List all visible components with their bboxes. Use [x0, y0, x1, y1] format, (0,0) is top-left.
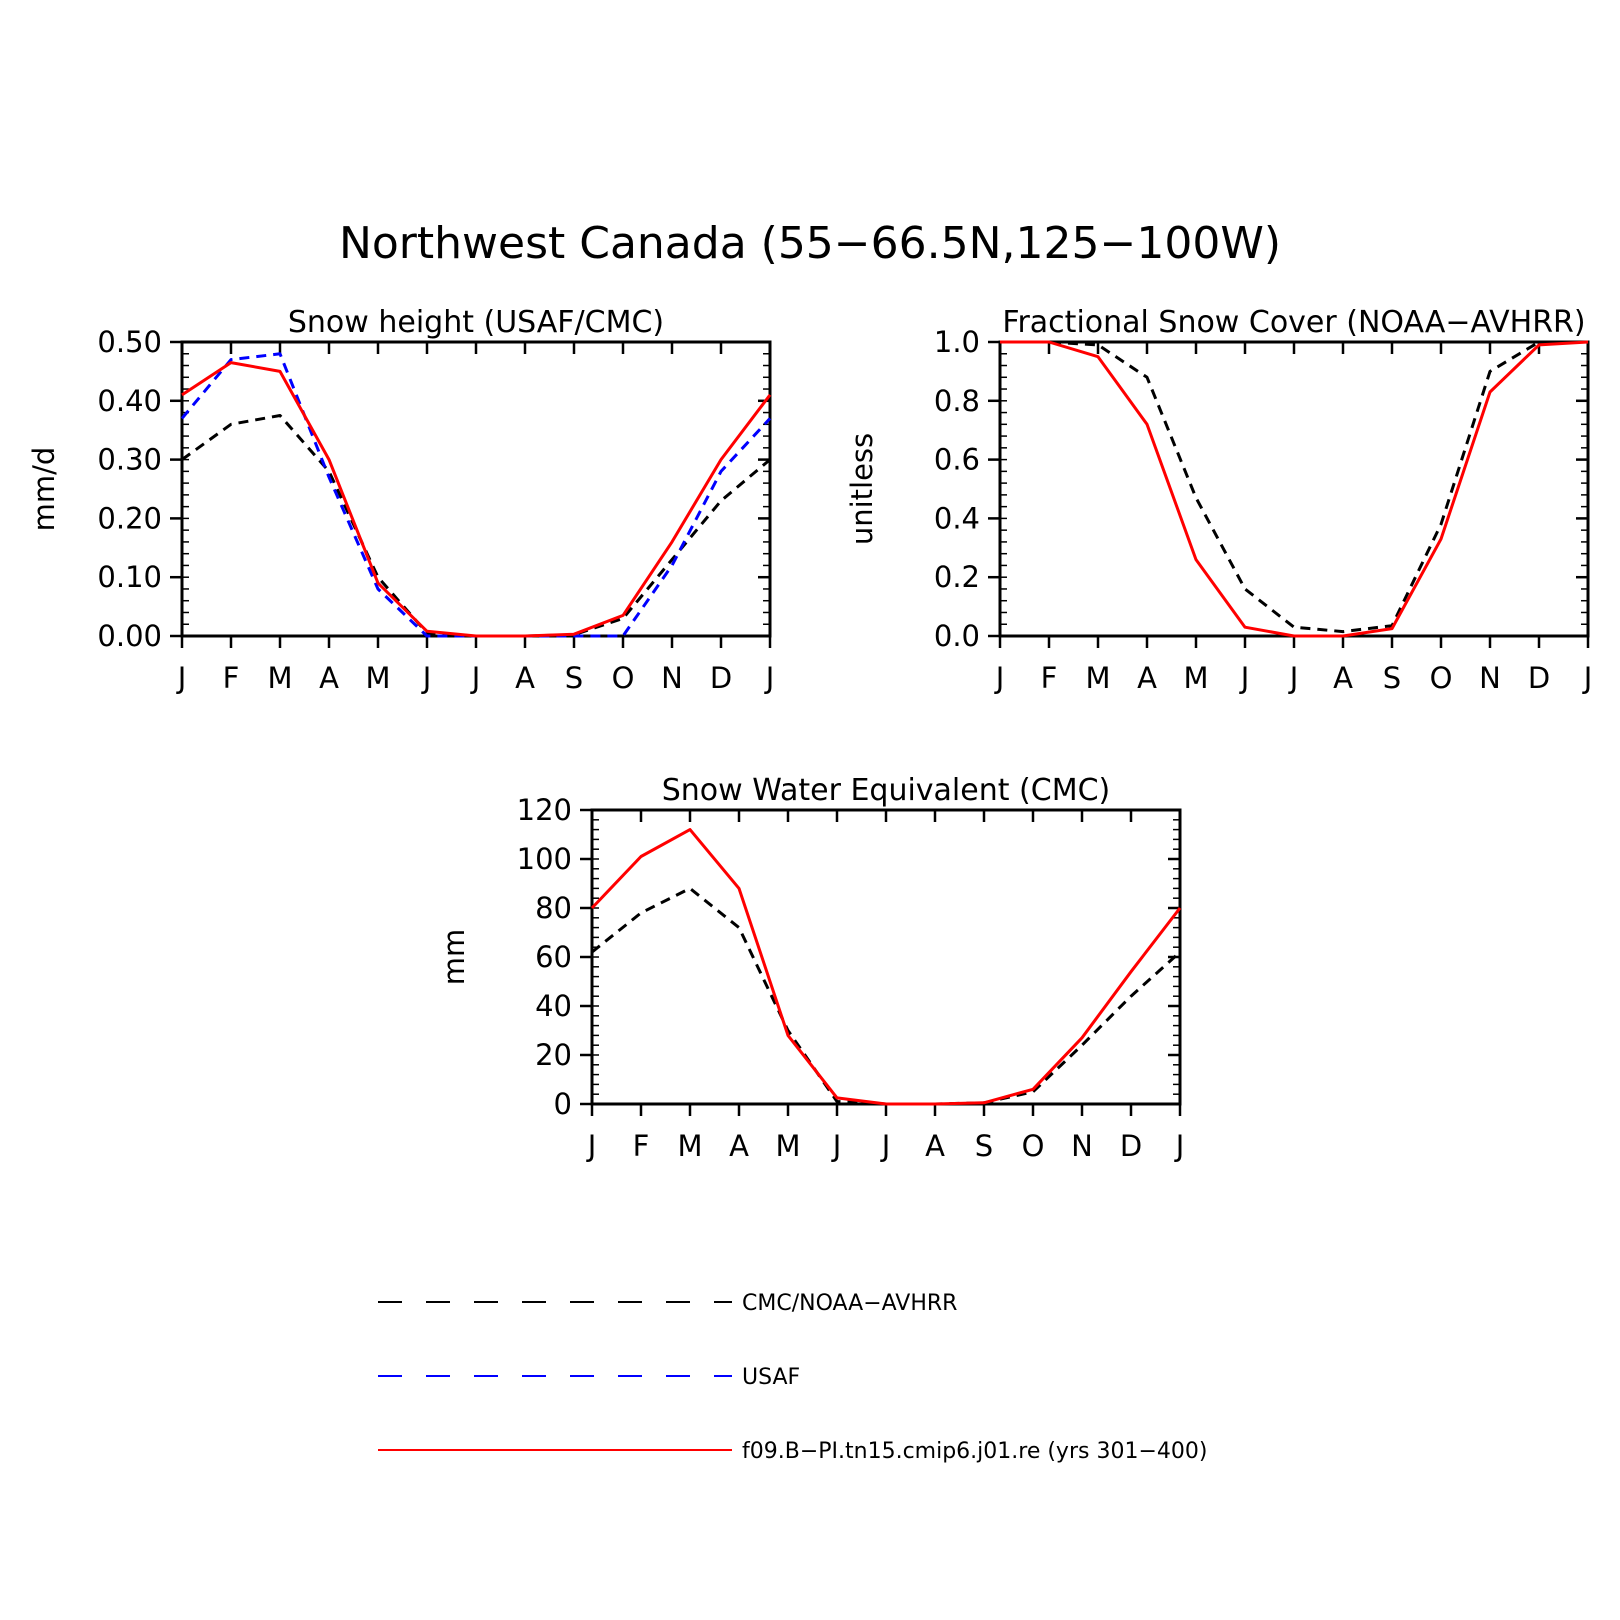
- x-tick-label: S: [565, 661, 583, 695]
- legend-label-cmc: CMC/NOAA−AVHRR: [742, 1291, 957, 1316]
- y-tick-label: 1.0: [934, 325, 980, 359]
- x-tick-label: D: [710, 661, 732, 695]
- y-tick-label: 0.6: [934, 443, 980, 477]
- x-tick-label: J: [764, 661, 775, 695]
- x-tick-label: A: [1137, 661, 1157, 695]
- panel-fractional-snow-cover: Fractional Snow Cover (NOAA−AVHRR) unitl…: [845, 305, 1592, 695]
- x-tick-label: F: [223, 661, 240, 695]
- y-tick-label: 40: [535, 989, 572, 1023]
- y-tick-label: 0.00: [97, 619, 162, 653]
- series-line-cmc: [181, 414, 771, 638]
- y-tick-label: 0.50: [97, 325, 162, 359]
- x-tick-label: S: [975, 1129, 993, 1163]
- y-axis-label: unitless: [845, 433, 879, 545]
- y-tick-label: 0.8: [934, 384, 980, 418]
- plot-frame: [180, 340, 772, 638]
- series-line-model: [590, 828, 1182, 1106]
- y-tick-label: 0.4: [934, 501, 980, 535]
- x-tick-label: M: [365, 661, 390, 695]
- series-line-cmc: [1000, 340, 1588, 634]
- x-tick-label: J: [421, 661, 432, 695]
- panel-snow-height: Snow height (USAF/CMC) mm/d 0.00 0.10 0.20…: [27, 305, 774, 695]
- x-tick-label: M: [1085, 661, 1110, 695]
- x-tick-label: S: [1383, 661, 1401, 695]
- x-tick-label: F: [1041, 661, 1058, 695]
- y-tick-label: 60: [535, 940, 572, 974]
- plot-frame: [998, 340, 1590, 638]
- x-tick-label: M: [775, 1129, 800, 1163]
- y-tick-label: 0: [554, 1087, 572, 1121]
- x-tick-label: N: [1071, 1129, 1093, 1163]
- series-line-model: [1000, 340, 1589, 638]
- y-tick-label: 0.30: [97, 443, 162, 477]
- x-tick-label: J: [470, 661, 481, 695]
- x-tick-label: F: [633, 1129, 650, 1163]
- y-tick-label: 0.40: [97, 384, 162, 418]
- series-line-usaf: [180, 352, 772, 638]
- figure-title: Northwest Canada (55−66.5N,125−100W): [339, 218, 1281, 269]
- x-tick-label: A: [319, 661, 339, 695]
- y-tick-label: 120: [517, 793, 572, 827]
- x-tick-label: N: [1479, 661, 1501, 695]
- x-tick-label: J: [1174, 1129, 1185, 1163]
- panel-title: Snow Water Equivalent (CMC): [662, 773, 1110, 808]
- x-tick-label: O: [612, 661, 635, 695]
- x-tick-label: J: [994, 661, 1005, 695]
- x-tick-label: N: [661, 661, 683, 695]
- x-tick-label: J: [1582, 661, 1593, 695]
- x-tick-label: J: [1239, 661, 1250, 695]
- x-tick-label: J: [176, 661, 187, 695]
- x-tick-label: A: [925, 1129, 945, 1163]
- y-tick-label: 20: [535, 1038, 572, 1072]
- x-tick-label: M: [677, 1129, 702, 1163]
- y-axis-label: mm: [437, 929, 471, 986]
- y-tick-label: 0.2: [934, 560, 980, 594]
- x-tick-label: J: [831, 1129, 842, 1163]
- x-tick-label: A: [515, 661, 535, 695]
- x-tick-label: O: [1022, 1129, 1045, 1163]
- y-tick-label: 0.20: [97, 501, 162, 535]
- series-line-model: [181, 361, 772, 638]
- panel-title: Fractional Snow Cover (NOAA−AVHRR): [1002, 305, 1585, 340]
- x-tick-label: D: [1528, 661, 1550, 695]
- panel-title: Snow height (USAF/CMC): [288, 305, 664, 340]
- y-tick-label: 0.0: [934, 619, 980, 653]
- x-tick-label: J: [880, 1129, 891, 1163]
- y-tick-label: 80: [535, 891, 572, 925]
- x-tick-label: M: [1183, 661, 1208, 695]
- x-tick-label: O: [1430, 661, 1453, 695]
- x-tick-label: A: [729, 1129, 749, 1163]
- y-tick-label: 0.10: [97, 560, 162, 594]
- x-tick-label: M: [267, 661, 292, 695]
- legend-label-model: f09.B−PI.tn15.cmip6.j01.re (yrs 301−400): [742, 1439, 1207, 1464]
- legend: CMC/NOAA−AVHRR USAF f09.B−PI.tn15.cmip6.…: [378, 1291, 1207, 1464]
- panel-snow-water-equivalent: Snow Water Equivalent (CMC) mm 0 20 40 60 80…: [437, 773, 1184, 1163]
- x-tick-label: J: [586, 1129, 597, 1163]
- legend-label-usaf: USAF: [742, 1365, 800, 1390]
- series-line-cmc: [591, 886, 1182, 1106]
- x-tick-label: A: [1333, 661, 1353, 695]
- x-tick-label: D: [1120, 1129, 1142, 1163]
- plot-frame: [590, 808, 1182, 1106]
- x-tick-label: J: [1288, 661, 1299, 695]
- y-tick-label: 100: [517, 842, 572, 876]
- y-axis-label: mm/d: [27, 447, 61, 532]
